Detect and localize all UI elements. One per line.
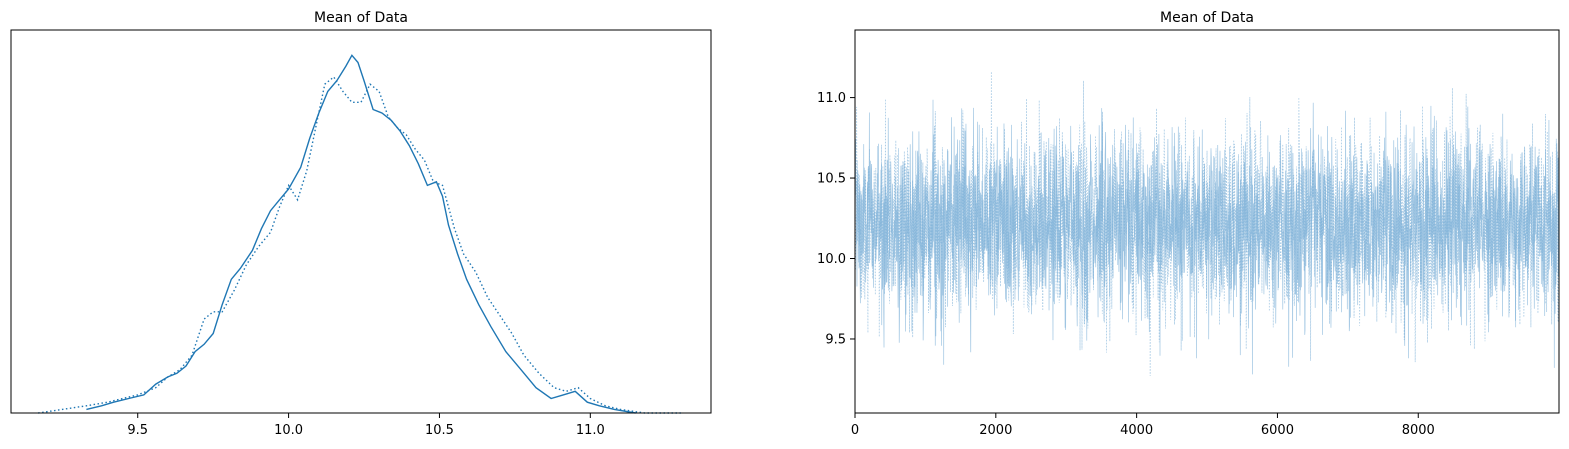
trace-y-ticks: 9.5 10.0 10.5 11.0 xyxy=(817,91,855,347)
trace-plot-title: Mean of Data xyxy=(1160,10,1254,26)
trace-x-tick-label: 6000 xyxy=(1261,423,1294,438)
density-plot-frame xyxy=(10,29,712,414)
density-x-tick-label: 9.5 xyxy=(127,423,148,438)
density-x-tick-label: 10.0 xyxy=(274,423,303,438)
density-line-solid xyxy=(86,54,636,414)
trace-y-tick-label: 9.5 xyxy=(825,332,846,347)
trace-y-tick-label: 10.0 xyxy=(817,252,846,267)
trace-y-tick-label: 11.0 xyxy=(817,91,846,106)
density-series-group xyxy=(38,54,681,414)
density-x-tick-label: 10.5 xyxy=(425,423,454,438)
trace-x-tick-label: 0 xyxy=(851,423,859,438)
density-x-tick-label: 11.0 xyxy=(576,423,605,438)
density-line-dotted xyxy=(38,75,681,414)
trace-plot: Mean of Data 0 2000 4000 6000 8000 9.5 10.0 10… xyxy=(817,10,1560,438)
density-plot: Mean of Data 9.5 10.0 10.5 11.0 xyxy=(10,10,712,438)
trace-y-tick-label: 10.5 xyxy=(817,172,846,187)
trace-x-ticks: 0 2000 4000 6000 8000 xyxy=(851,413,1435,438)
trace-x-tick-label: 8000 xyxy=(1402,423,1435,438)
trace-x-tick-label: 4000 xyxy=(1120,423,1153,438)
density-x-ticks: 9.5 10.0 10.5 11.0 xyxy=(127,413,605,438)
trace-x-tick-label: 2000 xyxy=(979,423,1012,438)
trace-line-dotted xyxy=(855,71,1559,376)
trace-series-group xyxy=(855,71,1559,376)
trace-plot-frame xyxy=(854,29,1560,414)
density-plot-title: Mean of Data xyxy=(314,10,408,26)
